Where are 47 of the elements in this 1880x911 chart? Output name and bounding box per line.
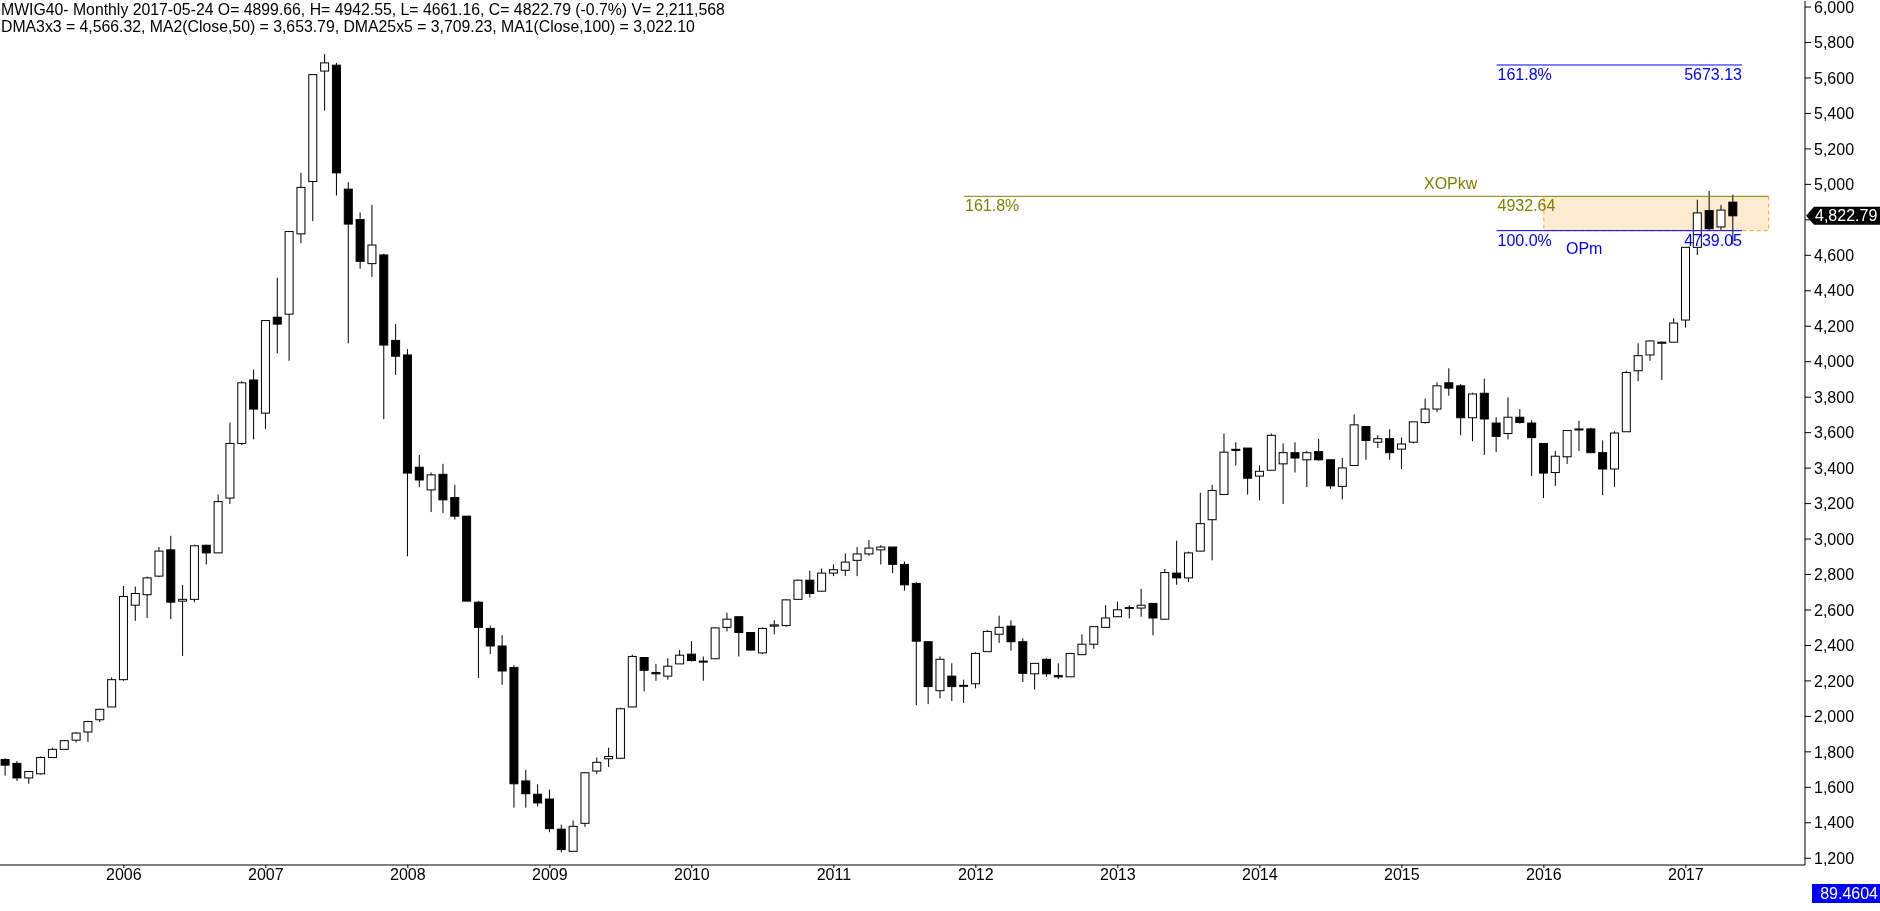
x-tick-label: 2014 <box>1242 866 1278 884</box>
y-tick-label: 4,200 <box>1814 317 1855 335</box>
y-tick-label: 3,000 <box>1814 530 1855 548</box>
x-tick-label: 2007 <box>248 866 284 884</box>
y-tick-label: 1,600 <box>1814 779 1855 797</box>
text: 89.4604 <box>1812 884 1880 903</box>
y-tick-label: 5,600 <box>1814 69 1855 87</box>
y-tick-label: 6,000 <box>1814 0 1855 16</box>
y-tick-label: 2,800 <box>1814 566 1855 584</box>
y-tick-label: 2,200 <box>1814 672 1855 690</box>
y-tick-label: 2,000 <box>1814 708 1855 726</box>
x-tick-label: 2006 <box>106 866 142 884</box>
y-tick-label: 3,600 <box>1814 424 1855 442</box>
chart-title: MWIG40- Monthly 2017-05-24 O= 4899.66, H= 4942.55, L= 4661.16, C= 4822.79 (-0.7%) V= 2,211,568 <box>1 1 725 18</box>
series-label: 161.8% <box>1497 66 1552 83</box>
y-tick-label: 3,200 <box>1814 495 1855 513</box>
annotation: XOPkw <box>1424 175 1478 192</box>
y-tick-label: 4,000 <box>1814 353 1855 371</box>
x-tick-label: 2010 <box>674 866 710 884</box>
text: DMA3x3 = 4,566.32, MA2(Close,50) = 3,653.79, DMA25x5 = 3,709.23, MA1(Close,100) = 3,022.10 <box>1 18 695 35</box>
x-tick-label: 2012 <box>958 866 994 884</box>
y-tick-label: 4,400 <box>1814 282 1855 300</box>
data-label: 4932.64 <box>1497 197 1556 215</box>
y-tick-label: 2,600 <box>1814 601 1855 619</box>
y-tick-label: 3,400 <box>1814 459 1855 477</box>
x-tick-label: 2017 <box>1668 866 1704 884</box>
y-tick-label: 5,200 <box>1814 140 1855 158</box>
y-tick-label: 2,400 <box>1814 637 1855 655</box>
x-tick-label: 2013 <box>1100 866 1136 884</box>
annotation: OPm <box>1566 240 1603 257</box>
y-tick-label: 3,800 <box>1814 388 1855 406</box>
y-tick-label: 1,400 <box>1814 814 1855 832</box>
y-tick-label: 5,400 <box>1814 105 1855 123</box>
series-label: 161.8% <box>965 197 1020 215</box>
text: 4,822.79 <box>1815 207 1878 225</box>
x-tick-label: 2009 <box>532 866 568 884</box>
y-tick-label: 1,200 <box>1814 849 1855 867</box>
x-tick-label: 2015 <box>1384 866 1420 884</box>
x-tick-label: 2008 <box>390 866 426 884</box>
y-tick-label: 5,000 <box>1814 176 1855 194</box>
data-label: 5673.13 <box>1684 66 1743 83</box>
x-tick-label: 2011 <box>816 866 852 884</box>
x-tick-label: 2016 <box>1526 866 1562 884</box>
y-tick-label: 5,800 <box>1814 34 1855 52</box>
series-label: 100.0% <box>1497 231 1552 249</box>
y-tick-label: 4,600 <box>1814 246 1855 264</box>
y-tick-label: 1,800 <box>1814 743 1855 761</box>
